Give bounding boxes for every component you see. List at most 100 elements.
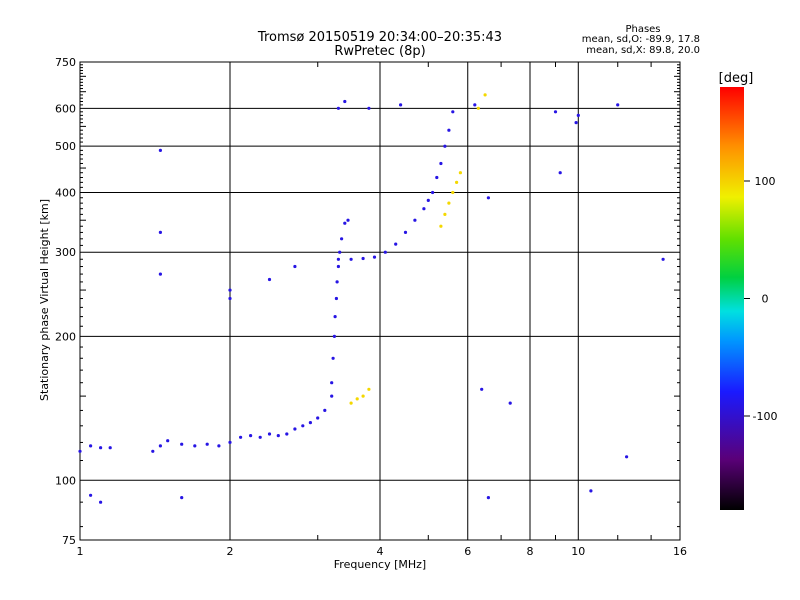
echo-point <box>486 196 490 200</box>
y-tick-label: 300 <box>55 246 76 259</box>
echo-point <box>349 401 353 405</box>
echo-point <box>558 171 562 175</box>
echo-point <box>486 496 490 500</box>
x-tick-label: 8 <box>527 545 534 558</box>
echo-point <box>335 280 339 284</box>
echo-point <box>349 257 353 261</box>
echo-point <box>158 272 162 276</box>
y-tick-label: 200 <box>55 330 76 343</box>
echo-point <box>108 446 112 450</box>
colorbar-tick-label: -100 <box>753 410 778 423</box>
echo-point <box>574 121 578 125</box>
echo-point <box>78 449 82 453</box>
echo-point <box>367 106 371 110</box>
echo-point <box>403 230 408 234</box>
chart-title: Tromsø 20150519 20:34:00–20:35:43 <box>257 30 502 45</box>
echo-point <box>361 256 365 261</box>
y-tick-label: 75 <box>62 534 76 547</box>
echo-point <box>435 175 439 180</box>
echo-point <box>158 444 162 448</box>
echo-point <box>267 277 272 282</box>
stats-line-o: mean, sd,O: -89.9, 17.8 <box>582 34 700 45</box>
echo-point <box>228 288 232 292</box>
echo-point <box>331 356 335 360</box>
chart-subtitle: RwPretec (8p) <box>334 44 425 59</box>
echo-point <box>340 237 344 241</box>
echo-point <box>301 424 305 428</box>
y-tick-label: 400 <box>55 186 76 199</box>
echo-point <box>336 106 340 110</box>
y-axis-label: Stationary phase Virtual Height [km] <box>38 199 51 401</box>
echo-point <box>372 255 377 259</box>
echo-point <box>443 144 447 148</box>
echo-point <box>332 334 336 338</box>
y-tick-label: 750 <box>55 56 76 69</box>
echo-point <box>383 250 387 254</box>
echo-point <box>483 93 487 97</box>
echo-point <box>426 198 430 202</box>
echo-point <box>451 190 455 195</box>
echo-point <box>330 381 334 385</box>
colorbar-tick-label: 0 <box>762 293 769 306</box>
echo-point <box>151 449 155 453</box>
echo-point <box>508 401 512 405</box>
echo-point <box>439 161 443 166</box>
echo-point <box>336 264 340 269</box>
colorbar <box>720 87 744 510</box>
echo-point <box>616 103 620 107</box>
axes: 1 2 4 6 8 10 16 75 100 200 300 400 500 600 750 <box>55 56 687 558</box>
echo-point <box>334 296 338 301</box>
echo-point <box>99 500 103 504</box>
colorbar-ticks: 100 0 -100 <box>744 175 777 423</box>
y-tick-label: 100 <box>55 474 76 487</box>
echo-point <box>228 296 232 301</box>
echo-point <box>180 442 184 446</box>
echo-point <box>553 110 558 114</box>
echo-point <box>267 432 272 436</box>
echo-point <box>458 171 462 175</box>
echo-point <box>399 103 403 107</box>
echo-point <box>346 218 350 222</box>
echo-point <box>413 218 417 222</box>
x-axis-label: Frequency [MHz] <box>334 558 426 571</box>
echo-point <box>343 99 347 104</box>
echo-point <box>276 434 280 438</box>
x-tick-label: 6 <box>464 545 471 558</box>
plot-area <box>78 61 681 541</box>
echo-point <box>205 442 209 446</box>
echo-point <box>451 110 455 114</box>
echo-point <box>158 230 162 234</box>
x-tick-label: 10 <box>571 545 585 558</box>
echo-point <box>576 113 580 117</box>
echo-point <box>99 446 103 450</box>
echo-point <box>355 397 359 401</box>
x-tick-label: 2 <box>227 545 234 558</box>
echo-point <box>422 207 426 211</box>
echo-point <box>89 444 93 448</box>
echo-point <box>589 489 593 493</box>
echo-point <box>473 103 477 107</box>
echo-point <box>480 387 484 391</box>
grid <box>80 62 680 540</box>
echo-point <box>316 416 320 420</box>
echo-point <box>455 180 459 184</box>
echo-point <box>249 434 253 438</box>
stats-line-x: mean, sd,X: 89.8, 20.0 <box>586 45 700 56</box>
echo-point <box>166 439 170 443</box>
echo-point <box>293 264 297 269</box>
echo-point <box>361 394 365 398</box>
echo-point <box>447 201 451 205</box>
echo-point <box>217 444 221 448</box>
colorbar-label: [deg] <box>719 71 754 86</box>
echo-point <box>336 257 340 261</box>
x-tick-label: 16 <box>673 545 687 558</box>
echo-point <box>323 408 327 412</box>
x-tick-label: 4 <box>377 545 384 558</box>
echo-point <box>285 432 289 436</box>
echo-point <box>330 394 334 398</box>
echo-point <box>180 496 184 500</box>
echo-point <box>308 421 312 425</box>
echo-point <box>258 435 262 439</box>
echo-point <box>343 221 347 225</box>
x-tick-label: 1 <box>77 545 84 558</box>
